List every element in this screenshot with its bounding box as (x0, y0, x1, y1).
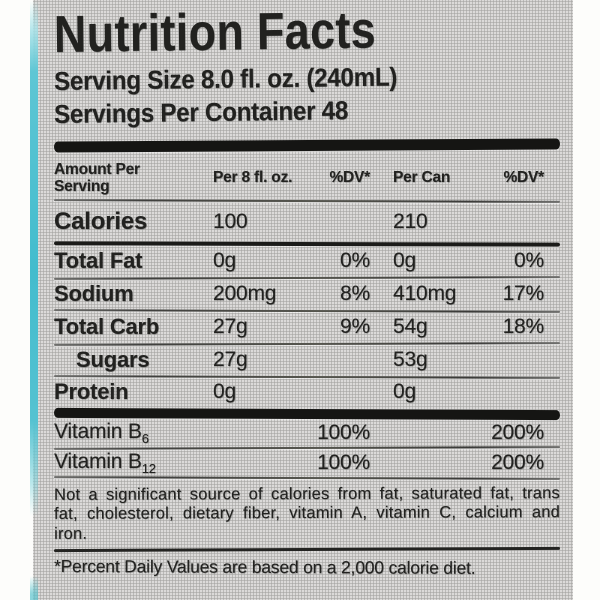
per-can-value: 0g (393, 249, 416, 273)
per-serving-value: 27g (213, 348, 248, 372)
divider (53, 546, 561, 552)
per-can-dv: 0% (514, 249, 544, 273)
table-row-vitamin-b12: Vitamin B12 100% 200% (54, 449, 560, 477)
per-can-dv: 200% (491, 420, 544, 444)
servings-per-container-line: Servings Per Container 48 (53, 94, 349, 129)
per-can-value: 210 (393, 209, 428, 233)
nutrient-name: Total Fat (54, 248, 143, 274)
table-row-sodium: Sodium 200mg 8% 410mg 17% (54, 279, 560, 310)
per-can-value: 53g (393, 348, 428, 372)
nutrient-name: Protein (54, 378, 129, 404)
per-serving-dv: 9% (340, 315, 370, 339)
table-row-total-carb: Total Carb 27g 9% 54g 18% (54, 312, 560, 343)
label-content: Nutrition Facts Serving Size 8.0 fl. oz.… (33, 1, 573, 578)
per-can-dv: 18% (502, 315, 545, 339)
nutrient-name: Sodium (54, 281, 134, 307)
column-amount-per-serving: Amount Per Serving (54, 161, 200, 195)
per-serving-dv: 8% (340, 282, 370, 306)
per-serving-value: 0g (213, 379, 236, 403)
label-title: Nutrition Facts (53, 1, 377, 64)
vitamin-subscript: 6 (141, 431, 149, 447)
per-can-value: 0g (393, 379, 416, 403)
can-edge-accent-stripe (30, 0, 38, 600)
divider (53, 476, 561, 480)
column-per-serving: Per 8 fl. oz. (213, 169, 293, 187)
table-row-calories: Calories 100 210 (54, 202, 560, 242)
vitamin-name: Vitamin B12 (54, 450, 300, 476)
per-can-value: 54g (393, 315, 428, 339)
per-can-dv: 17% (502, 282, 545, 306)
per-serving-value: 100 (213, 209, 248, 233)
table-row-sugars: Sugars 27g 53g (54, 345, 560, 376)
table-row-protein: Protein 0g 0g (54, 378, 560, 406)
nutrient-name: Total Carb (54, 314, 160, 340)
vitamin-name: Vitamin B6 (54, 420, 300, 446)
per-can-dv: 200% (491, 450, 544, 474)
vitamin-name-text: Vitamin B (54, 449, 142, 473)
amount-per-line1: Amount Per (54, 160, 140, 178)
vitamin-name-text: Vitamin B (54, 419, 142, 443)
nutrient-name: Calories (54, 207, 148, 235)
per-serving-dv: 100% (317, 420, 370, 444)
per-serving-value: 0g (213, 249, 236, 273)
table-row-vitamin-b6: Vitamin B6 100% 200% (54, 419, 560, 447)
table-row-total-fat: Total Fat 0g 0% 0g 0% (54, 246, 560, 277)
amount-per-line2: Serving (54, 177, 110, 195)
vitamin-subscript: 12 (141, 461, 156, 477)
serving-size-line: Serving Size 8.0 fl. oz. (240mL) (53, 61, 398, 97)
table-header-row: Amount Per Serving Per 8 fl. oz. %DV* Pe… (54, 156, 560, 200)
column-dv-serving: %DV* (329, 169, 370, 187)
column-dv-can: %DV* (503, 169, 544, 187)
column-per-can: Per Can (393, 169, 451, 187)
not-significant-source-note: Not a significant source of calories fro… (53, 484, 561, 543)
nutrition-label: Nutrition Facts Serving Size 8.0 fl. oz.… (33, 0, 573, 600)
nutrient-name: Sugars (76, 347, 150, 373)
per-serving-value: 27g (213, 315, 248, 339)
per-serving-dv: 0% (340, 249, 370, 273)
per-can-value: 410mg (393, 282, 457, 306)
per-serving-dv: 100% (317, 450, 370, 474)
per-serving-value: 200mg (213, 282, 277, 306)
percent-daily-values-note: *Percent Daily Values are based on a 2,0… (53, 555, 476, 578)
section-divider-bar (53, 138, 561, 153)
